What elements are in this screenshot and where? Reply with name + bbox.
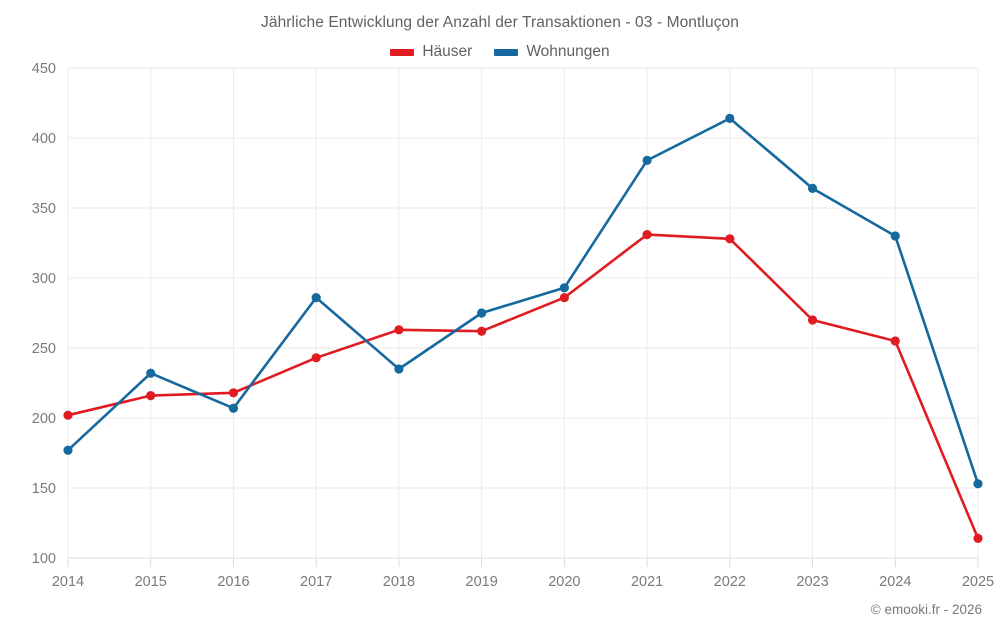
x-axis-tick-label: 2023 bbox=[796, 574, 828, 590]
legend-label: Häuser bbox=[422, 43, 473, 60]
data-point[interactable] bbox=[807, 183, 818, 193]
data-point[interactable] bbox=[559, 293, 569, 303]
data-point[interactable] bbox=[559, 283, 569, 293]
data-point[interactable] bbox=[725, 234, 735, 244]
data-point[interactable] bbox=[477, 308, 487, 318]
legend-item-wohnungen[interactable]: Wohnungen bbox=[494, 43, 610, 61]
y-axis-tick-label: 250 bbox=[32, 341, 56, 357]
data-point[interactable] bbox=[146, 368, 156, 378]
y-axis-tick-label: 300 bbox=[32, 271, 56, 287]
data-point[interactable] bbox=[394, 325, 404, 335]
y-axis-tick-label: 400 bbox=[32, 131, 56, 147]
x-axis-tick-label: 2016 bbox=[217, 574, 249, 590]
data-point[interactable] bbox=[973, 533, 983, 544]
chart-legend: Häuser Wohnungen bbox=[0, 43, 1000, 61]
legend-swatch-icon bbox=[494, 48, 519, 56]
data-point[interactable] bbox=[807, 315, 818, 325]
x-axis-tick-label: 2024 bbox=[879, 574, 911, 590]
y-axis-tick-label: 350 bbox=[32, 201, 56, 217]
data-point[interactable] bbox=[642, 155, 652, 165]
data-point[interactable] bbox=[311, 293, 321, 303]
legend-swatch-icon bbox=[390, 48, 415, 56]
x-axis-tick-label: 2017 bbox=[300, 574, 332, 590]
copyright-footer: © emooki.fr - 2026 bbox=[870, 602, 982, 617]
x-axis-tick-label: 2018 bbox=[383, 574, 415, 590]
y-axis-tick-label: 150 bbox=[32, 481, 56, 497]
x-axis-tick-label: 2025 bbox=[962, 574, 994, 590]
y-axis-tick-label: 100 bbox=[32, 551, 56, 567]
series-line-wohnungen bbox=[66, 117, 980, 486]
chart-title: Jährliche Entwicklung der Anzahl der Tra… bbox=[261, 14, 739, 31]
x-axis-tick-label: 2014 bbox=[52, 574, 84, 590]
x-axis-tick-label: 2020 bbox=[548, 574, 580, 590]
data-point[interactable] bbox=[890, 336, 900, 346]
data-point[interactable] bbox=[394, 364, 404, 374]
y-axis-tick-label: 200 bbox=[32, 411, 56, 427]
series-line-häuser bbox=[66, 233, 980, 540]
legend-label: Wohnungen bbox=[526, 43, 610, 60]
data-point[interactable] bbox=[477, 326, 487, 336]
data-point[interactable] bbox=[311, 353, 321, 363]
data-point[interactable] bbox=[228, 388, 239, 398]
legend-item-hauser[interactable]: Häuser bbox=[390, 43, 472, 61]
data-point[interactable] bbox=[146, 391, 156, 401]
data-point[interactable] bbox=[642, 230, 652, 240]
y-axis-tick-label: 450 bbox=[32, 61, 56, 77]
data-point[interactable] bbox=[63, 445, 73, 455]
data-point[interactable] bbox=[228, 403, 239, 413]
x-axis-tick-label: 2019 bbox=[466, 574, 498, 590]
data-point[interactable] bbox=[725, 113, 735, 123]
data-point[interactable] bbox=[890, 231, 900, 241]
x-axis-tick-label: 2022 bbox=[714, 574, 746, 590]
data-point[interactable] bbox=[63, 410, 73, 420]
x-axis-tick-label: 2021 bbox=[631, 574, 663, 590]
data-point[interactable] bbox=[973, 479, 983, 489]
x-axis-tick-label: 2015 bbox=[135, 574, 167, 590]
